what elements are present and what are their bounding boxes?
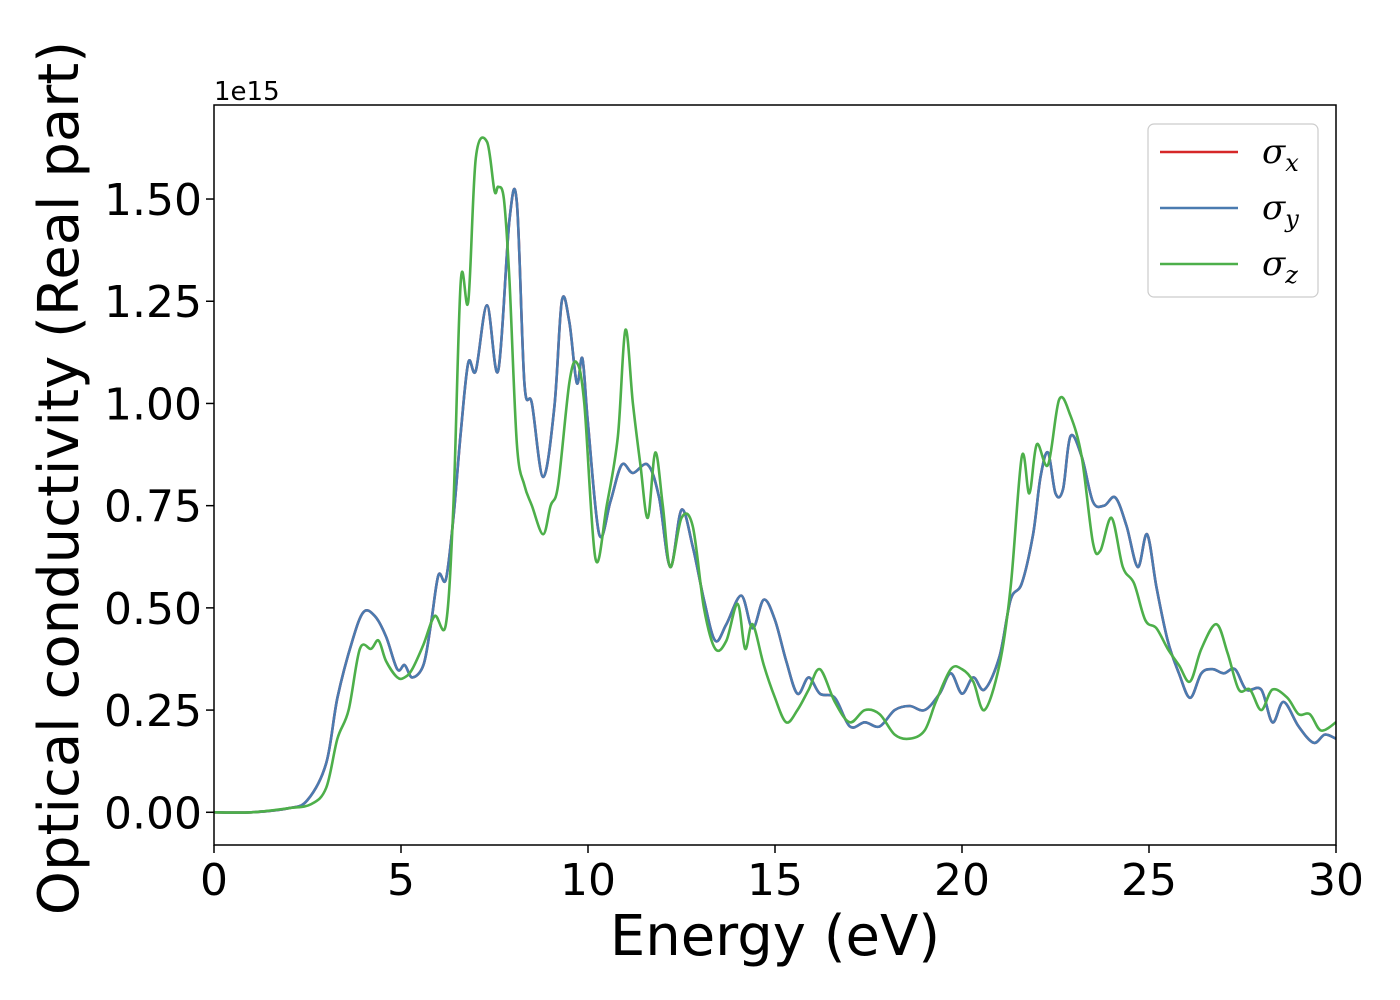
legend-label-x: σx [1262,132,1299,177]
legend-box [1147,123,1319,298]
y-tick-label: 0.00 [104,788,202,839]
legend-label-subscript: x [1285,149,1299,177]
legend-label-z: σz [1262,244,1298,289]
legend-label-subscript: y [1284,205,1299,233]
legend-label-base: σ [1262,188,1286,228]
x-axis: 0 5 10 15 20 25 30 [200,845,1364,906]
legend-label-subscript: z [1284,261,1298,289]
x-axis-label: Energy (eV) [610,904,940,969]
y-tick-label: 0.25 [104,686,202,737]
y-tick-label: 1.50 [104,175,202,226]
y-axis: 0.00 0.25 0.50 0.75 1.00 1.25 1.50 [104,175,214,839]
y-tick-label: 0.75 [104,482,202,533]
x-tick-label: 25 [1121,855,1177,906]
x-tick-label: 30 [1308,855,1364,906]
legend-label-base: σ [1262,244,1286,284]
legend-label-base: σ [1262,132,1286,172]
y-tick-label: 1.25 [104,277,202,328]
y-offset-label: 1e15 [214,77,280,107]
plot-lines [213,136,1337,814]
x-tick-label: 10 [560,855,616,906]
y-tick-label: 0.50 [104,584,202,635]
x-tick-label: 0 [200,855,228,906]
legend-label-y: σy [1262,188,1299,233]
series-line-z [213,136,1337,814]
y-tick-label: 1.00 [104,379,202,430]
x-tick-label: 5 [387,855,415,906]
x-tick-label: 20 [934,855,990,906]
x-tick-label: 15 [747,855,803,906]
y-axis-label: Optical conductivity (Real part) [27,41,92,915]
